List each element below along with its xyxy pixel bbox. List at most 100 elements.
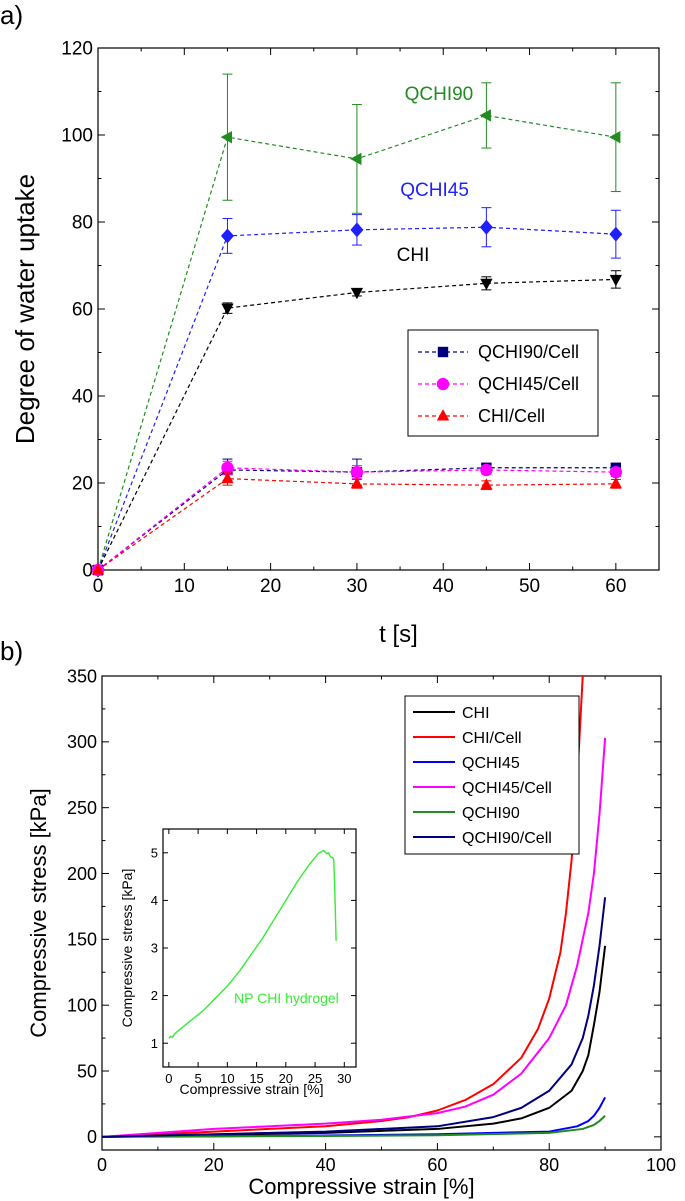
x-tick-label: 100 — [646, 1155, 676, 1175]
series-qchi90 — [91, 73, 621, 577]
data-point — [220, 228, 234, 244]
y-tick-label: 150 — [67, 930, 97, 950]
legend-marker — [436, 377, 450, 391]
x-tick-label: 25 — [308, 1071, 322, 1086]
x-tick-label: 0 — [165, 1071, 172, 1086]
y-tick-label: 100 — [61, 126, 93, 147]
legend: QCHI90/Cell QCHI45/Cell CHI/Cell — [407, 329, 599, 437]
y-tick-label: 60 — [72, 300, 93, 321]
x-tick-label: 10 — [220, 1071, 234, 1086]
x-tick-label: 15 — [249, 1071, 263, 1086]
legend-label: QCHI45/Cell — [478, 374, 579, 394]
x-tick-label: 30 — [337, 1071, 351, 1086]
legend-marker — [437, 346, 449, 358]
x-axis-label: Compressive strain [%] — [248, 1174, 474, 1199]
x-tick-label: 40 — [316, 1155, 336, 1175]
data-point — [480, 478, 493, 490]
y-tick-label: 0 — [82, 561, 93, 582]
series-chi-cell — [91, 471, 623, 575]
y-tick-label: 100 — [67, 995, 97, 1015]
panel-a-chart: 0 10 20 30 40 50 60 0 20 40 60 80 100 120 a) t [s] Degre… — [0, 0, 660, 648]
data-point — [609, 465, 623, 479]
legend-label: CHI/Cell — [478, 406, 545, 426]
annotation-qchi45: QCHI45 — [400, 180, 469, 201]
y-tick-label: 300 — [67, 732, 97, 752]
legend-marker — [436, 409, 450, 421]
legend-label: QCHI90 — [462, 805, 520, 822]
data-point — [91, 563, 105, 575]
x-tick-label: 5 — [194, 1071, 201, 1086]
inset-series-line — [168, 849, 337, 1039]
y-tick-label: 250 — [67, 798, 97, 818]
x-tick-label: 30 — [346, 576, 367, 597]
data-point — [609, 477, 623, 489]
inset-annotation: NP CHI hydrogel — [234, 990, 339, 1006]
data-point — [350, 152, 362, 166]
data-point — [221, 461, 234, 474]
x-tick-label: 0 — [97, 1155, 107, 1175]
legend-label: CHI — [462, 705, 490, 722]
y-tick-label: 80 — [72, 213, 93, 234]
annotation-qchi90: QCHI90 — [405, 84, 474, 105]
data-point — [609, 226, 623, 242]
data-point — [221, 471, 234, 484]
data-point — [350, 222, 364, 238]
series-line-chi-cell — [97, 478, 616, 571]
series-chi — [91, 270, 623, 577]
x-tick-label: 60 — [427, 1155, 447, 1175]
data-point — [609, 131, 621, 144]
y-tick-label: 5 — [151, 845, 158, 860]
x-tick-label: 40 — [433, 576, 454, 597]
panel-label: a) — [0, 0, 23, 30]
data-point — [220, 131, 233, 144]
data-point — [221, 303, 234, 315]
y-tick-label: 4 — [151, 893, 158, 908]
legend-label: QCHI90/Cell — [478, 342, 579, 362]
y-axis-label: Compressive stress [kPa] — [26, 788, 51, 1037]
x-tick-label: 20 — [260, 576, 281, 597]
y-tick-label: 1 — [151, 1036, 158, 1051]
x-tick-label: 50 — [519, 576, 540, 597]
data-point — [350, 287, 364, 300]
y-tick-label: 50 — [77, 1061, 97, 1081]
data-point — [480, 463, 493, 477]
legend-label: QCHI45 — [462, 755, 520, 772]
data-point — [479, 109, 491, 122]
plot-frame — [97, 47, 660, 571]
x-tick-label: 80 — [539, 1155, 559, 1175]
y-tick-label: 2 — [151, 988, 158, 1003]
inset-y-axis-label: Compressive stress [kPa] — [119, 869, 135, 1028]
y-tick-label: 20 — [72, 474, 93, 495]
data-point — [479, 219, 493, 235]
data-point — [350, 465, 364, 479]
legend-box — [404, 695, 580, 855]
series-line-chi-cell — [102, 676, 584, 1138]
x-tick-label: 20 — [279, 1071, 293, 1086]
y-tick-label: 350 — [67, 666, 97, 686]
y-tick-label: 0 — [87, 1127, 97, 1147]
panel-label: b) — [0, 636, 23, 666]
legend-label: QCHI45/Cell — [462, 780, 552, 797]
y-tick-label: 200 — [67, 864, 97, 884]
y-tick-label: 3 — [151, 941, 158, 956]
series-line-qchi45 — [97, 226, 616, 571]
data-point — [609, 274, 623, 287]
x-tick-label: 20 — [204, 1155, 224, 1175]
plot-frame — [162, 828, 357, 1068]
series-line-qchi90-cell — [102, 897, 607, 1138]
data-point — [350, 477, 364, 489]
legend-label: CHI/Cell — [462, 730, 522, 747]
series-line-qchi90 — [102, 1115, 606, 1138]
y-tick-label: 40 — [72, 387, 93, 408]
series-line-qchi90-cell — [97, 467, 616, 571]
x-axis-label: t [s] — [379, 621, 418, 648]
data-point — [480, 278, 493, 291]
inset-x-axis-label: Compressive strain [%] — [180, 1081, 324, 1097]
annotation-chi: CHI — [397, 245, 430, 266]
x-tick-label: 10 — [174, 576, 195, 597]
panel-b-chart: 0 20 40 60 80 100050100150200250300350b)Compr… — [0, 636, 676, 1199]
series-line-chi — [102, 945, 607, 1138]
x-tick-label: 0 — [93, 576, 104, 597]
x-tick-label: 60 — [605, 576, 626, 597]
